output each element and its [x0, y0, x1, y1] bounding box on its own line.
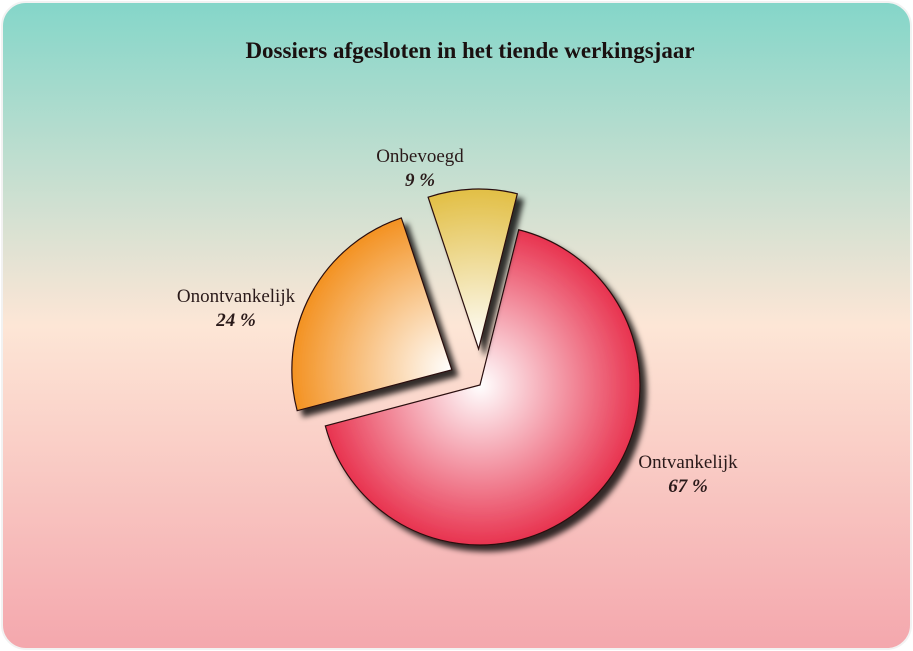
- slice-value: 67 %: [668, 476, 708, 497]
- slice-value: 24 %: [215, 310, 256, 331]
- chart-title: Dossiers afgesloten in het tiende werkin…: [245, 38, 694, 63]
- slice-label: Onontvankelijk: [177, 286, 296, 307]
- pie-slice: [427, 188, 519, 352]
- slice-value: 9 %: [405, 170, 435, 191]
- pie: [291, 188, 641, 546]
- slice-label: Ontvankelijk: [638, 452, 738, 473]
- pie-slice: [291, 217, 453, 412]
- slice-label: Onbevoegd: [376, 146, 464, 167]
- pie-slice: [324, 229, 641, 546]
